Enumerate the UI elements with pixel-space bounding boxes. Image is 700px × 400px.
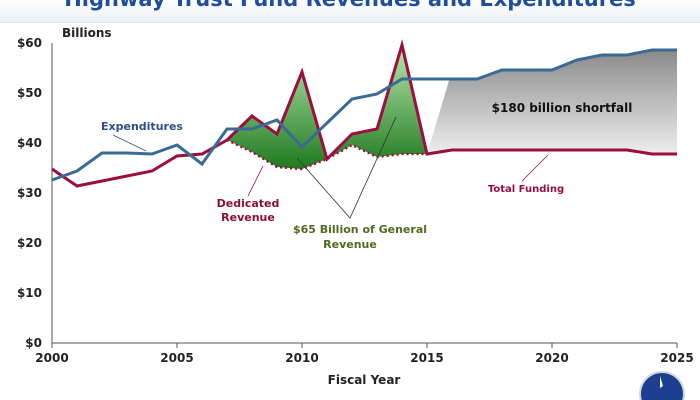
x-tick-label: 2025	[660, 351, 693, 365]
label-expenditures: Expenditures	[101, 120, 183, 133]
y-tick-label: $20	[17, 236, 42, 250]
x-tick-label: 2020	[535, 351, 568, 365]
label-dedicated-1: Dedicated	[217, 197, 280, 210]
x-tick-label: 2000	[35, 351, 68, 365]
general-revenue-area	[227, 45, 427, 169]
series-expenditures	[51, 48, 677, 182]
chart-title: Highway Trust Fund Revenues and Expendit…	[0, 0, 700, 11]
x-tick-label: 2005	[160, 351, 193, 365]
label-general-2: Revenue	[323, 238, 377, 251]
leader-dedicated	[247, 165, 264, 197]
title-band	[0, 0, 700, 23]
label-total-funding: Total Funding	[488, 184, 564, 195]
x-tick-label: 2010	[285, 351, 318, 365]
leader-total	[521, 154, 549, 182]
x-tick-label: 2015	[410, 351, 443, 365]
x-axis-label: Fiscal Year	[328, 373, 401, 387]
series-total-funding	[51, 39, 677, 188]
label-shortfall: $180 billion shortfall	[492, 101, 633, 115]
y-tick-label: $0	[25, 336, 42, 350]
leader-general	[296, 116, 397, 219]
y-tick-label: $50	[17, 86, 42, 100]
y-tick-label: $60	[17, 36, 42, 50]
y-tick-label: $10	[17, 286, 42, 300]
y-axis-label: Billions	[62, 26, 112, 40]
leader-expenditures	[112, 134, 147, 152]
y-tick-label: $30	[17, 186, 42, 200]
y-tick-label: $40	[17, 136, 42, 150]
logo	[639, 371, 685, 400]
label-dedicated-2: Revenue	[221, 211, 275, 224]
label-general-1: $65 Billion of General	[293, 223, 427, 236]
